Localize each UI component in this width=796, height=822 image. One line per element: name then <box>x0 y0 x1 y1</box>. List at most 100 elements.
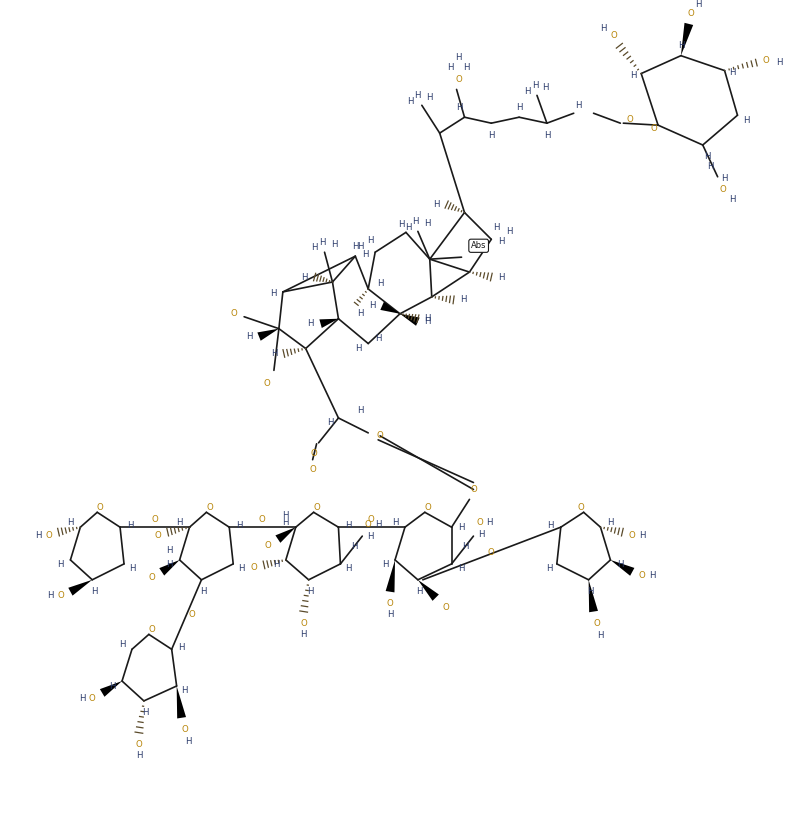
Text: O: O <box>476 518 482 527</box>
Text: H: H <box>541 83 548 92</box>
Text: H: H <box>704 152 711 161</box>
Text: H: H <box>351 542 357 551</box>
Text: O: O <box>89 695 96 704</box>
Text: H: H <box>345 520 352 529</box>
Text: H: H <box>392 518 398 527</box>
Text: H: H <box>463 63 470 72</box>
Text: H: H <box>708 163 714 171</box>
Text: O: O <box>627 115 634 123</box>
Text: O: O <box>97 503 103 512</box>
Text: H: H <box>236 520 243 529</box>
Text: H: H <box>498 273 505 281</box>
Text: H: H <box>424 314 431 323</box>
Text: H: H <box>283 518 289 527</box>
Text: H: H <box>427 93 433 102</box>
Text: H: H <box>307 587 314 596</box>
Text: H: H <box>178 643 185 652</box>
Text: H: H <box>319 238 326 247</box>
Text: H: H <box>478 529 485 538</box>
Text: H: H <box>434 200 440 209</box>
Text: H: H <box>617 561 623 570</box>
Text: O: O <box>188 610 195 619</box>
Text: H: H <box>404 223 412 232</box>
Text: H: H <box>458 565 465 574</box>
Text: H: H <box>369 302 376 311</box>
Text: H: H <box>177 518 183 527</box>
Text: H: H <box>407 97 413 106</box>
Text: H: H <box>238 565 244 574</box>
Text: H: H <box>524 87 530 96</box>
Polygon shape <box>275 527 296 543</box>
Text: H: H <box>355 344 361 353</box>
Text: H: H <box>486 518 493 527</box>
Text: O: O <box>368 515 375 524</box>
Text: H: H <box>367 532 373 541</box>
Text: O: O <box>455 75 462 84</box>
Text: H: H <box>607 518 614 527</box>
Text: H: H <box>460 295 466 304</box>
Text: H: H <box>307 319 314 328</box>
Text: H: H <box>545 565 552 574</box>
Text: O: O <box>610 31 617 40</box>
Text: H: H <box>271 349 277 358</box>
Text: H: H <box>331 240 338 249</box>
Text: H: H <box>273 561 279 570</box>
Text: O: O <box>148 625 155 634</box>
Text: H: H <box>246 332 252 341</box>
Text: O: O <box>377 432 384 441</box>
Text: H: H <box>776 58 782 67</box>
Text: O: O <box>135 740 142 749</box>
Text: H: H <box>67 518 74 527</box>
Text: O: O <box>443 603 449 612</box>
Text: H: H <box>345 565 352 574</box>
Text: O: O <box>231 309 237 318</box>
Text: H: H <box>424 317 431 326</box>
Text: H: H <box>327 418 334 427</box>
Text: O: O <box>264 541 271 550</box>
Text: O: O <box>45 531 52 539</box>
Text: H: H <box>498 237 505 246</box>
Text: O: O <box>57 591 64 600</box>
Text: O: O <box>577 503 584 512</box>
Text: H: H <box>576 101 582 110</box>
Text: H: H <box>57 561 64 570</box>
Polygon shape <box>159 560 180 575</box>
Text: O: O <box>470 485 477 494</box>
Text: O: O <box>300 619 307 628</box>
Text: H: H <box>382 561 388 570</box>
Text: H: H <box>181 686 188 695</box>
Text: H: H <box>597 630 603 640</box>
Text: H: H <box>649 571 655 580</box>
Text: H: H <box>127 520 133 529</box>
Text: H: H <box>200 587 207 596</box>
Text: H: H <box>677 41 684 50</box>
Text: H: H <box>300 630 307 639</box>
Text: H: H <box>721 174 728 183</box>
Text: H: H <box>375 334 381 343</box>
Text: H: H <box>412 217 419 226</box>
Text: H: H <box>447 63 454 72</box>
Text: O: O <box>488 548 494 557</box>
Text: H: H <box>377 279 384 289</box>
Text: H: H <box>456 103 462 112</box>
Text: H: H <box>375 520 381 529</box>
Polygon shape <box>385 560 395 593</box>
Text: O: O <box>151 515 158 524</box>
Text: H: H <box>47 591 54 600</box>
Text: O: O <box>181 725 188 734</box>
Text: O: O <box>314 503 320 512</box>
Text: O: O <box>593 619 600 628</box>
Text: H: H <box>493 223 500 232</box>
Polygon shape <box>257 329 279 341</box>
Text: H: H <box>544 131 550 140</box>
Text: H: H <box>367 236 373 245</box>
Text: H: H <box>302 273 308 281</box>
Text: H: H <box>729 195 736 204</box>
Polygon shape <box>100 681 122 697</box>
Text: H: H <box>166 546 173 555</box>
Text: H: H <box>362 250 369 259</box>
Polygon shape <box>611 560 634 575</box>
Polygon shape <box>68 580 92 596</box>
Text: H: H <box>415 91 421 100</box>
Text: H: H <box>109 681 115 690</box>
